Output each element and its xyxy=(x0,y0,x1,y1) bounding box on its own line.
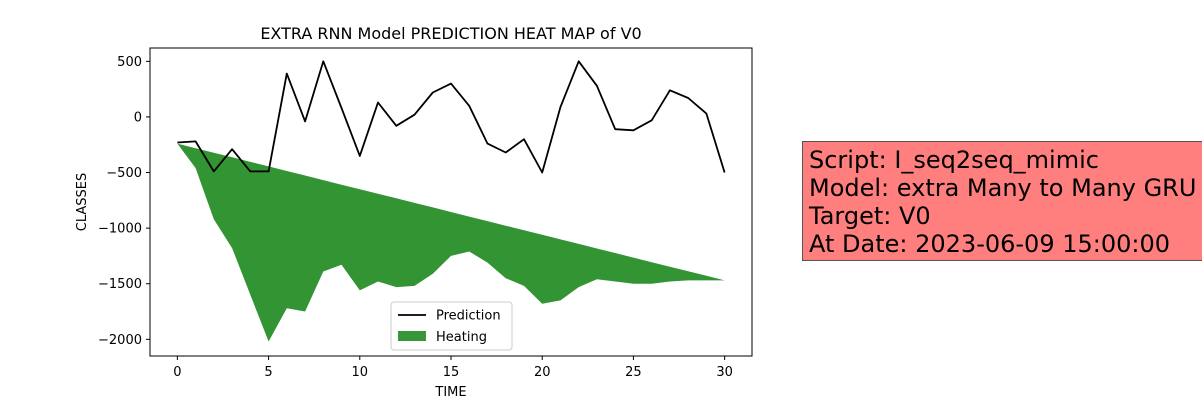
x-axis: 0 5 10 15 20 25 30 xyxy=(173,356,733,380)
y-axis: −2000 −1500 −1000 −500 0 500 xyxy=(98,55,150,348)
x-tick-label: 0 xyxy=(173,365,181,380)
info-model: Model: extra Many to Many GRU xyxy=(809,174,1197,202)
y-tick-label: −2000 xyxy=(98,333,142,348)
info-date: At Date: 2023-06-09 15:00:00 xyxy=(809,230,1171,258)
info-target: Target: V0 xyxy=(809,202,931,230)
heating-area xyxy=(177,143,725,342)
info-box: Script: I_seq2seq_mimic Model: extra Man… xyxy=(802,141,1202,261)
legend-swatch-heating xyxy=(398,331,426,341)
chart: 0 5 10 15 20 25 30 −2000 −1500 −1000 −500 0 500 EXT… xyxy=(75,24,753,400)
y-axis-title: CLASSES xyxy=(75,173,90,231)
x-tick-label: 15 xyxy=(443,365,460,380)
x-tick-label: 30 xyxy=(716,365,733,380)
plot-area xyxy=(177,60,726,342)
y-tick-label: −1500 xyxy=(98,277,142,292)
chart-title: EXTRA RNN Model PREDICTION HEAT MAP of V… xyxy=(260,24,641,43)
y-tick-label: 500 xyxy=(117,55,142,70)
x-axis-title: TIME xyxy=(434,385,466,400)
prediction-line xyxy=(177,60,726,174)
x-tick-label: 5 xyxy=(264,365,272,380)
y-tick-label: −1000 xyxy=(98,222,142,237)
x-tick-label: 10 xyxy=(352,365,369,380)
x-tick-label: 20 xyxy=(534,365,551,380)
legend: Prediction Heating xyxy=(390,301,513,351)
legend-label-heating: Heating xyxy=(436,330,487,345)
info-script: Script: I_seq2seq_mimic xyxy=(809,146,1099,174)
x-tick-label: 25 xyxy=(625,365,642,380)
legend-label-prediction: Prediction xyxy=(436,309,501,324)
y-tick-label: 0 xyxy=(134,110,142,125)
y-tick-label: −500 xyxy=(106,166,142,181)
